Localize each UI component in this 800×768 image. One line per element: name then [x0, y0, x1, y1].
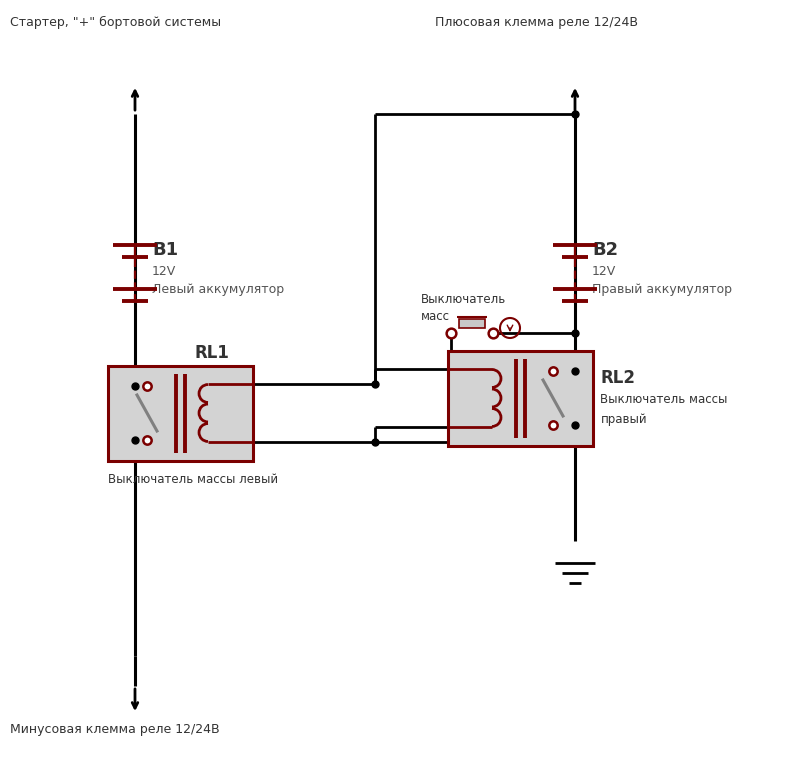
Text: 12V: 12V	[592, 265, 616, 278]
Text: Левый аккумулятор: Левый аккумулятор	[152, 283, 284, 296]
Bar	[107, 366, 253, 461]
Text: RL1: RL1	[195, 345, 230, 362]
Text: 12V: 12V	[152, 265, 176, 278]
Text: Плюсовая клемма реле 12/24В: Плюсовая клемма реле 12/24В	[435, 16, 638, 29]
Text: правый: правый	[601, 413, 647, 426]
Text: RL2: RL2	[601, 369, 635, 387]
Text: Выключатель: Выключатель	[421, 293, 506, 306]
Text: Выключатель массы: Выключатель массы	[601, 393, 728, 406]
Text: Минусовая клемма реле 12/24В: Минусовая клемма реле 12/24В	[10, 723, 220, 736]
Text: Правый аккумулятор: Правый аккумулятор	[592, 283, 732, 296]
Bar	[447, 350, 593, 445]
Text: масс: масс	[421, 310, 450, 323]
Text: В2: В2	[592, 241, 618, 259]
Text: Выключатель массы левый: Выключатель массы левый	[107, 472, 278, 485]
Bar	[459, 319, 485, 328]
Text: В1: В1	[152, 241, 178, 259]
Text: Стартер, "+" бортовой системы: Стартер, "+" бортовой системы	[10, 16, 221, 29]
